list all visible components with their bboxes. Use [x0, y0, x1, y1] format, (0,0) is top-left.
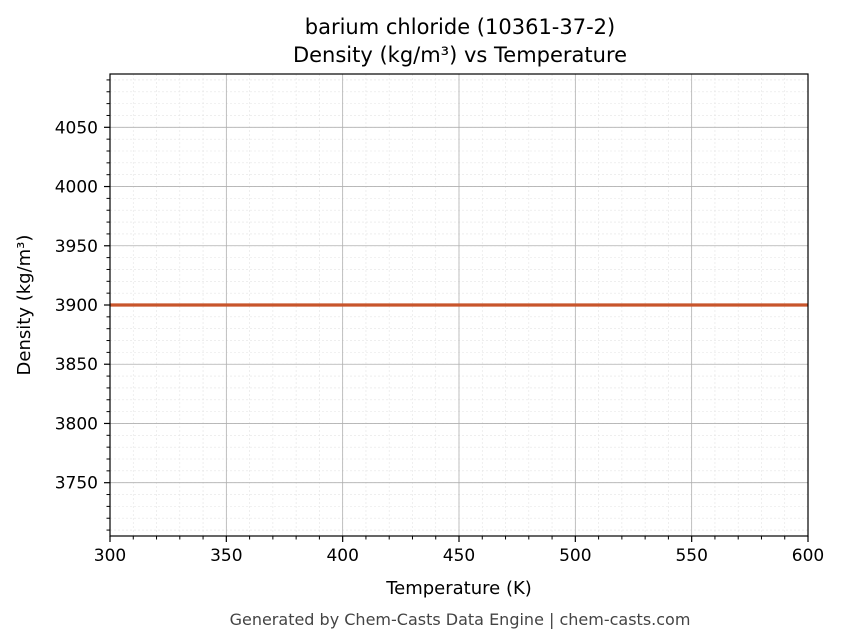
y-tick-label: 4000	[55, 178, 98, 198]
x-tick-label: 450	[443, 546, 475, 566]
y-tick-label: 3900	[55, 296, 98, 316]
footer-credit: Generated by Chem-Casts Data Engine | ch…	[230, 610, 691, 629]
y-tick-label: 3950	[55, 237, 98, 257]
chart-title: barium chloride (10361-37-2)	[305, 15, 615, 39]
y-tick-label: 3750	[55, 474, 98, 494]
x-axis-label: Temperature (K)	[385, 578, 532, 599]
y-axis-ticks: 3750 3800 3850 3900 3950 4000 4050	[55, 79, 110, 531]
y-tick-label: 3800	[55, 414, 98, 434]
y-axis-label: Density (kg/m³)	[14, 235, 35, 376]
x-tick-label: 500	[559, 546, 591, 566]
x-tick-label: 400	[326, 546, 358, 566]
y-tick-label: 3850	[55, 355, 98, 375]
x-tick-label: 550	[675, 546, 707, 566]
plot-area: 300 350 400 450 500 550 600 3750 3800 3850 3900 39…	[55, 73, 824, 566]
chart-subtitle: Density (kg/m³) vs Temperature	[293, 43, 627, 67]
x-axis-ticks: 300 350 400 450 500 550 600	[94, 536, 824, 566]
x-tick-label: 350	[210, 546, 242, 566]
x-tick-label: 600	[792, 546, 824, 566]
y-tick-label: 4050	[55, 118, 98, 138]
x-tick-label: 300	[94, 546, 126, 566]
